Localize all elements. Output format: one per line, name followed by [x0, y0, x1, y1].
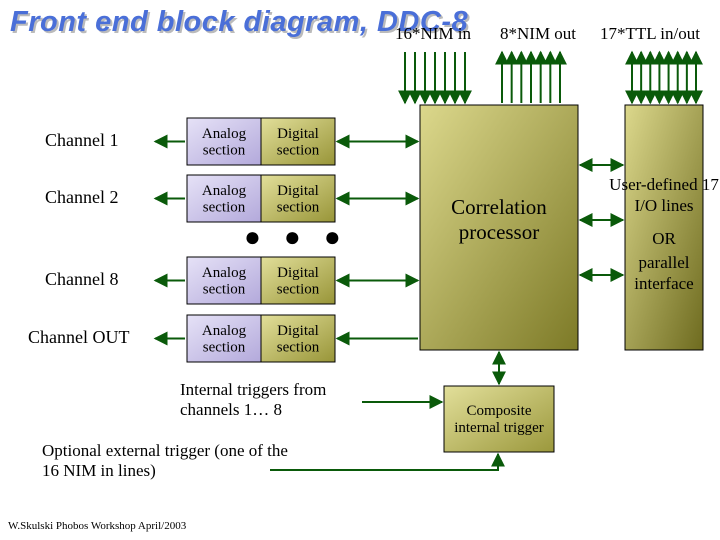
correlation-processor-label: Correlation processor — [420, 195, 578, 245]
svg-text:Digitalsection: Digitalsection — [277, 183, 320, 216]
svg-text:Analogsection: Analogsection — [202, 323, 247, 356]
svg-text:Digitalsection: Digitalsection — [277, 126, 320, 159]
svg-text:Analogsection: Analogsection — [202, 126, 247, 159]
svg-text:Analogsection: Analogsection — [202, 265, 247, 298]
nim-out-label: 8*NIM out — [500, 24, 576, 44]
channel-label: Channel 1 — [45, 130, 119, 151]
composite-trigger-label: Composite internal trigger — [444, 389, 554, 451]
ttl-label: 17*TTL in/out — [600, 24, 700, 44]
channel-label: Channel 2 — [45, 187, 119, 208]
channel-label: Channel 8 — [45, 269, 119, 290]
ellipsis: ● ● ● — [244, 222, 349, 254]
footer-credit: W.Skulski Phobos Workshop April/2003 — [8, 520, 186, 532]
svg-text:Digitalsection: Digitalsection — [277, 265, 320, 298]
side-text-user-defined: User-defined 17 I/O lines — [608, 174, 720, 217]
channel-label: Channel OUT — [28, 327, 129, 348]
svg-text:Analogsection: Analogsection — [202, 183, 247, 216]
external-trigger-label: Optional external trigger (one of the 16… — [42, 441, 292, 482]
side-text-or: OR — [608, 228, 720, 249]
nim-in-label: 16*NIM in — [395, 24, 471, 44]
svg-text:Digitalsection: Digitalsection — [277, 323, 320, 356]
side-text-parallel: parallel interface — [608, 252, 720, 295]
internal-triggers-label: Internal triggers from channels 1… 8 — [180, 380, 360, 421]
